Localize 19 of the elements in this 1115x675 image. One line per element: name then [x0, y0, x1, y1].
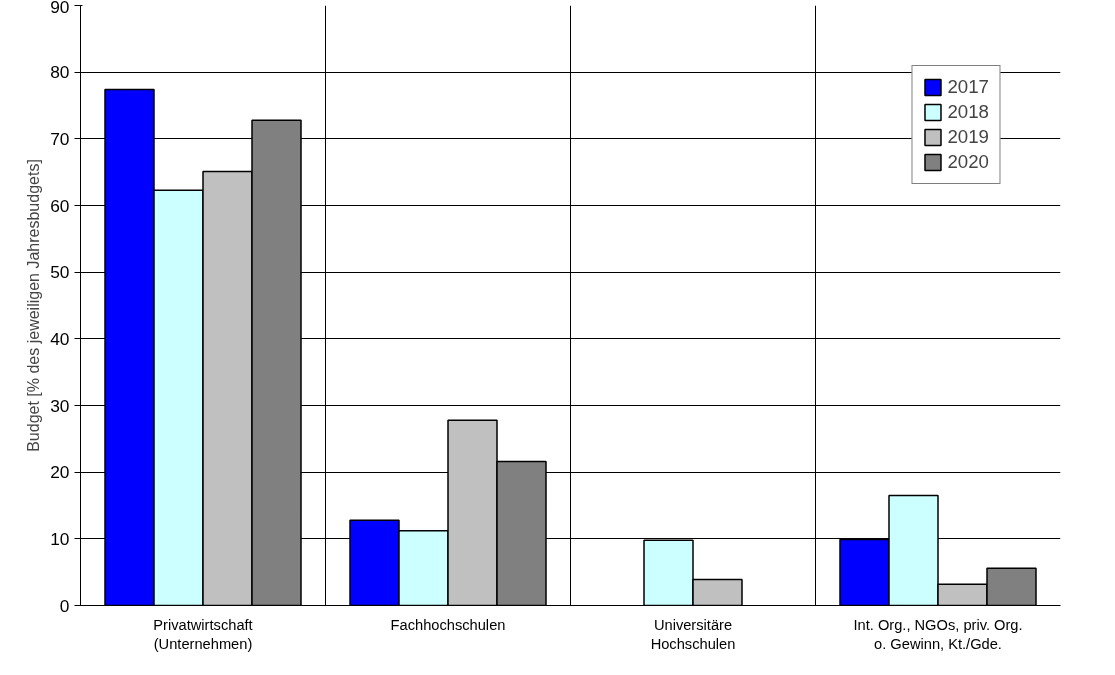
y-tick-label: 10 [50, 528, 70, 549]
y-tick-label: 30 [50, 395, 70, 416]
legend-label: 2019 [947, 126, 989, 148]
legend-label: 2018 [947, 101, 989, 123]
y-tick-label: 80 [50, 62, 70, 83]
x-tick-label: Fachhochschulen [390, 616, 506, 633]
legend-label: 2020 [947, 151, 989, 173]
y-tick-label: 90 [50, 0, 70, 17]
y-tick-label: 50 [50, 262, 70, 283]
x-tick-label: Int. Org., NGOs, priv. Org. o. Gewinn, Kt./Gde. [853, 616, 1023, 652]
x-tick-label: Universitäre Hochschulen [650, 616, 736, 652]
y-tick-label: 40 [50, 328, 70, 349]
y-axis-title: Budget [% des jeweiligen Jahresbudgets] [25, 159, 43, 452]
y-tick-label: 20 [50, 462, 70, 483]
y-tick-label: 60 [50, 195, 70, 216]
y-tick-label: 70 [50, 128, 70, 149]
x-tick-label: Privatwirtschaft (Unternehmen) [153, 616, 253, 652]
y-tick-label: 0 [59, 595, 70, 616]
legend-label: 2017 [947, 76, 989, 98]
